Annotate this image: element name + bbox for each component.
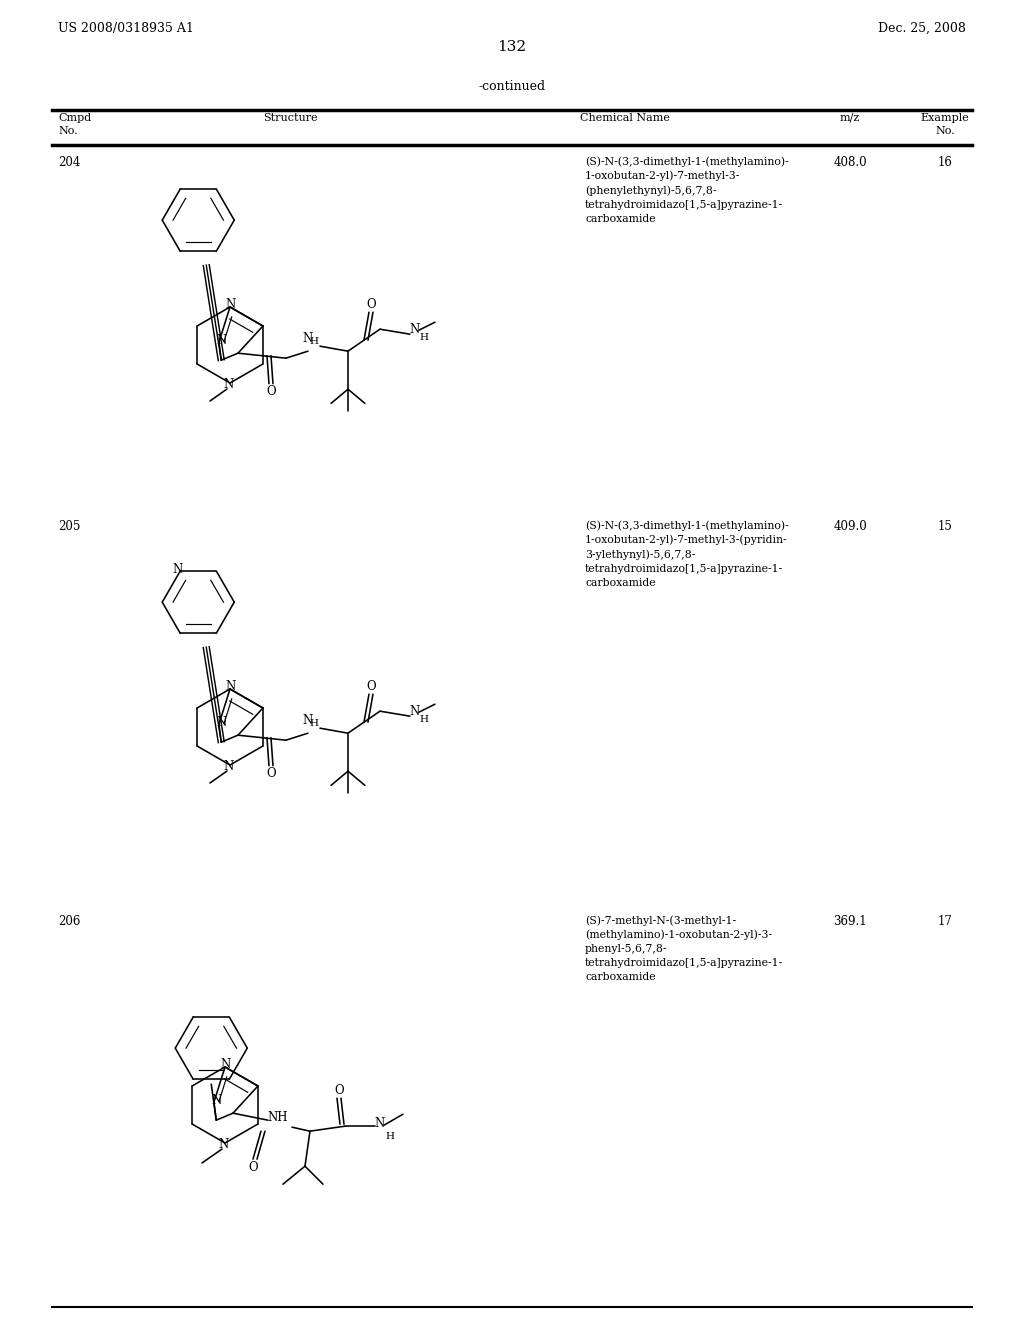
Text: N: N bbox=[410, 322, 420, 335]
Text: N: N bbox=[212, 1094, 222, 1106]
Text: -continued: -continued bbox=[478, 81, 546, 92]
Text: N: N bbox=[224, 760, 234, 774]
Text: N: N bbox=[226, 298, 237, 312]
Text: (S)-N-(3,3-dimethyl-1-(methylamino)-
1-oxobutan-2-yl)-7-methyl-3-(pyridin-
3-yle: (S)-N-(3,3-dimethyl-1-(methylamino)- 1-o… bbox=[585, 520, 788, 589]
Text: O: O bbox=[334, 1084, 344, 1097]
Text: N: N bbox=[221, 1059, 231, 1072]
Text: N: N bbox=[410, 705, 420, 718]
Text: 408.0: 408.0 bbox=[834, 156, 866, 169]
Text: N: N bbox=[224, 379, 234, 392]
Text: Chemical Name: Chemical Name bbox=[580, 114, 670, 123]
Text: Dec. 25, 2008: Dec. 25, 2008 bbox=[879, 22, 966, 36]
Text: H: H bbox=[309, 337, 318, 346]
Text: N: N bbox=[172, 564, 182, 577]
Text: 369.1: 369.1 bbox=[834, 915, 866, 928]
Text: 204: 204 bbox=[58, 156, 80, 169]
Text: (S)-N-(3,3-dimethyl-1-(methylamino)-
1-oxobutan-2-yl)-7-methyl-3-
(phenylethynyl: (S)-N-(3,3-dimethyl-1-(methylamino)- 1-o… bbox=[585, 156, 788, 224]
Text: Cmpd
No.: Cmpd No. bbox=[58, 114, 91, 136]
Text: 15: 15 bbox=[938, 520, 952, 533]
Text: m/z: m/z bbox=[840, 114, 860, 123]
Text: 16: 16 bbox=[938, 156, 952, 169]
Text: N: N bbox=[217, 715, 227, 729]
Text: O: O bbox=[248, 1160, 258, 1173]
Text: (S)-7-methyl-N-(3-methyl-1-
(methylamino)-1-oxobutan-2-yl)-3-
phenyl-5,6,7,8-
te: (S)-7-methyl-N-(3-methyl-1- (methylamino… bbox=[585, 915, 783, 982]
Text: 17: 17 bbox=[938, 915, 952, 928]
Text: Structure: Structure bbox=[263, 114, 317, 123]
Text: H: H bbox=[309, 718, 318, 727]
Text: O: O bbox=[266, 767, 275, 780]
Text: N: N bbox=[226, 681, 237, 693]
Text: N: N bbox=[375, 1117, 385, 1130]
Text: 205: 205 bbox=[58, 520, 80, 533]
Text: NH: NH bbox=[267, 1110, 288, 1123]
Text: H: H bbox=[420, 714, 428, 723]
Text: H: H bbox=[385, 1131, 394, 1140]
Text: 409.0: 409.0 bbox=[834, 520, 867, 533]
Text: O: O bbox=[367, 680, 376, 693]
Text: O: O bbox=[266, 385, 275, 399]
Text: 206: 206 bbox=[58, 915, 80, 928]
Text: Example
No.: Example No. bbox=[921, 114, 970, 136]
Text: H: H bbox=[420, 333, 428, 342]
Text: N: N bbox=[303, 714, 313, 727]
Text: N: N bbox=[217, 334, 227, 347]
Text: US 2008/0318935 A1: US 2008/0318935 A1 bbox=[58, 22, 194, 36]
Text: N: N bbox=[219, 1138, 229, 1151]
Text: 132: 132 bbox=[498, 40, 526, 54]
Text: O: O bbox=[367, 298, 376, 310]
Text: N: N bbox=[303, 331, 313, 345]
